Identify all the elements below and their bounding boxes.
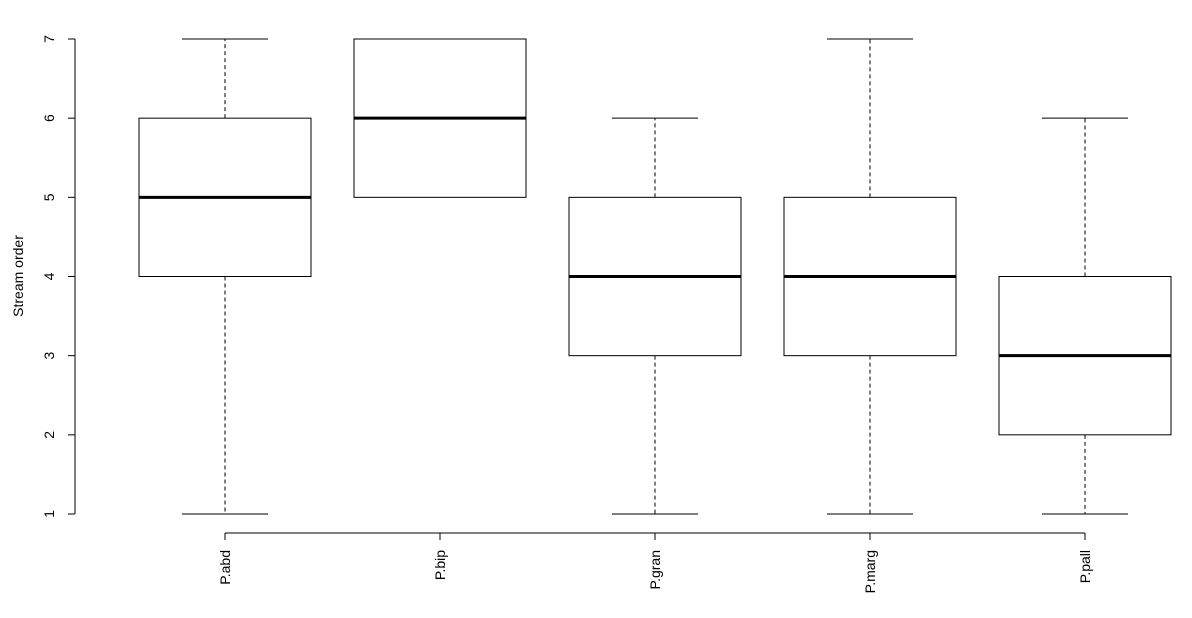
y-tick-label: 2 — [41, 431, 57, 439]
y-tick-label: 6 — [41, 114, 57, 122]
plot-area: 1 2 3 4 5 6 7 P.abd P.bip P.gran P.marg P.pall — [41, 35, 1172, 593]
y-tick-label: 7 — [41, 35, 57, 43]
y-tick-label: 4 — [41, 272, 57, 280]
y-tick-label: 1 — [41, 510, 57, 518]
y-axis-label: Stream order — [10, 235, 26, 317]
x-tick-label: P.gran — [647, 550, 663, 589]
x-tick-label: P.marg — [862, 550, 878, 593]
x-tick-label: P.bip — [432, 550, 448, 580]
y-tick-label: 5 — [41, 193, 57, 201]
x-tick-label: P.abd — [217, 550, 233, 585]
x-tick-label: P.pall — [1077, 550, 1093, 583]
y-tick-label: 3 — [41, 352, 57, 360]
